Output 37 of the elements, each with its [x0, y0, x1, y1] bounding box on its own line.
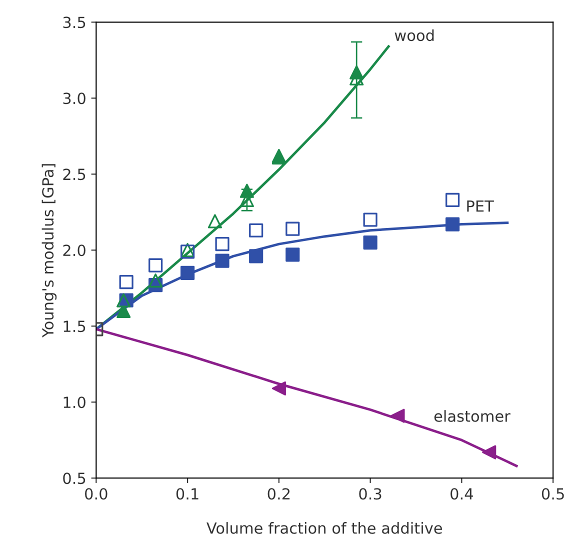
point — [249, 249, 264, 264]
point — [446, 192, 460, 208]
y-axis-title: Young's modulus [GPa] — [42, 164, 57, 338]
point — [482, 445, 496, 460]
point — [390, 408, 405, 423]
y-tick-label: 2.5 — [63, 168, 86, 180]
y-tick-label: 0.5 — [63, 472, 86, 484]
point — [363, 235, 378, 250]
annotation: PET — [467, 200, 494, 212]
y-tick-label: 1.5 — [64, 320, 86, 332]
point — [208, 214, 222, 228]
point — [116, 293, 131, 308]
point — [363, 212, 378, 227]
annotation: elastomer — [434, 410, 510, 422]
point — [446, 217, 460, 232]
point — [119, 275, 134, 290]
point — [286, 248, 300, 262]
x-tick-label: 0.5 — [542, 488, 564, 500]
x-tick-label: 0.0 — [85, 488, 108, 500]
point — [215, 237, 230, 252]
annotation: wood — [394, 29, 434, 42]
y-tick-label: 3.0 — [63, 92, 86, 104]
x-tick-label: 0.1 — [176, 488, 198, 500]
point — [148, 258, 163, 272]
point — [180, 266, 195, 280]
point — [215, 254, 230, 268]
y-tick-label: 3.5 — [63, 16, 86, 28]
point — [148, 273, 163, 288]
x-tick-label: 0.2 — [268, 488, 290, 500]
x-axis-title: Volume fraction of the additive — [206, 522, 442, 534]
point — [249, 223, 264, 238]
x-tick-label: 0.4 — [450, 488, 473, 500]
point — [286, 222, 300, 236]
y-tick-label: 1.0 — [64, 396, 86, 408]
y-tick-label: 2.0 — [63, 244, 86, 256]
x-tick-label: 0.3 — [359, 488, 382, 500]
point — [272, 381, 286, 396]
